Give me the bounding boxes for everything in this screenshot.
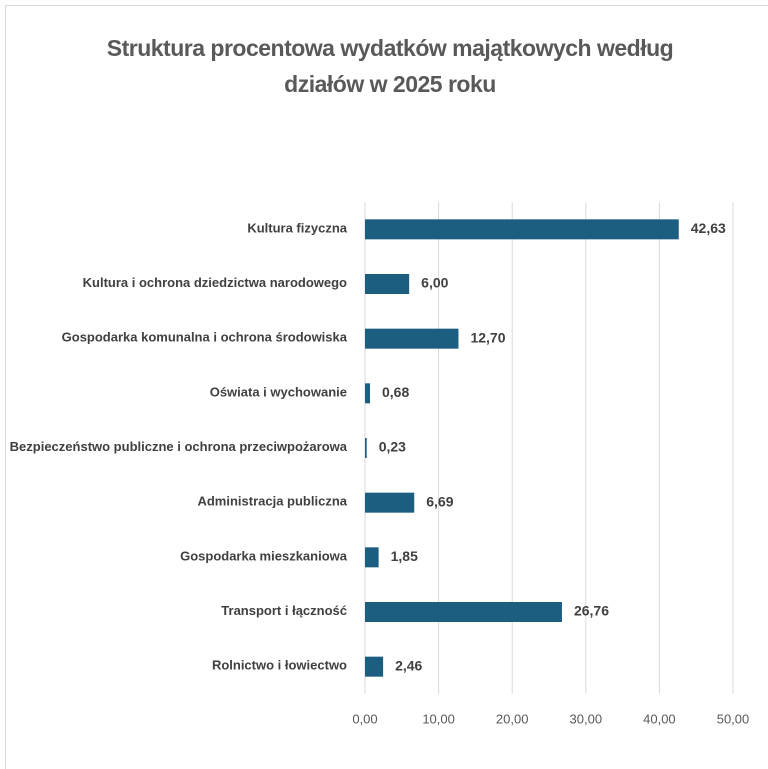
chart-title: Struktura procentowa wydatków majątkowyc… xyxy=(106,35,674,97)
y-tick-label: Kultura fizyczna xyxy=(247,221,347,236)
value-label: 2,46 xyxy=(395,657,422,673)
bar xyxy=(365,328,459,349)
bar xyxy=(365,656,384,677)
value-label: 26,76 xyxy=(574,603,609,619)
bar xyxy=(365,547,379,568)
value-label: 1,85 xyxy=(391,548,418,564)
value-label: 42,63 xyxy=(691,220,726,236)
x-tick-label: 30,00 xyxy=(570,711,603,726)
x-tick-label: 20,00 xyxy=(496,711,529,726)
bar xyxy=(365,602,562,622)
bar xyxy=(365,492,415,513)
y-tick-label: Transport i łączność xyxy=(221,603,347,618)
value-label: 0,23 xyxy=(379,439,406,455)
y-tick-label: Bezpieczeństwo publiczne i ochrona przec… xyxy=(10,439,348,454)
value-label: 6,69 xyxy=(426,493,453,509)
y-tick-label: Rolnictwo i łowiectwo xyxy=(212,658,347,673)
x-tick-label: 40,00 xyxy=(643,711,676,726)
value-label: 12,70 xyxy=(470,329,505,345)
y-tick-label: Administracja publiczna xyxy=(197,494,347,509)
x-tick-label: 0,00 xyxy=(352,711,377,726)
value-label: 6,00 xyxy=(421,275,448,291)
y-tick-label: Kultura i ochrona dziedzictwa narodowego xyxy=(83,275,347,290)
y-tick-label: Oświata i wychowanie xyxy=(210,385,347,400)
y-tick-label: Gospodarka mieszkaniowa xyxy=(180,549,348,564)
bar xyxy=(365,383,371,404)
y-tick-label: Gospodarka komunalna i ochrona środowisk… xyxy=(62,330,348,345)
x-tick-label: 50,00 xyxy=(717,711,750,726)
x-tick-label: 10,00 xyxy=(422,711,455,726)
bar xyxy=(365,219,679,240)
value-label: 0,68 xyxy=(382,384,409,400)
bar xyxy=(365,438,367,458)
bar xyxy=(365,274,410,294)
chart-border xyxy=(5,5,768,769)
